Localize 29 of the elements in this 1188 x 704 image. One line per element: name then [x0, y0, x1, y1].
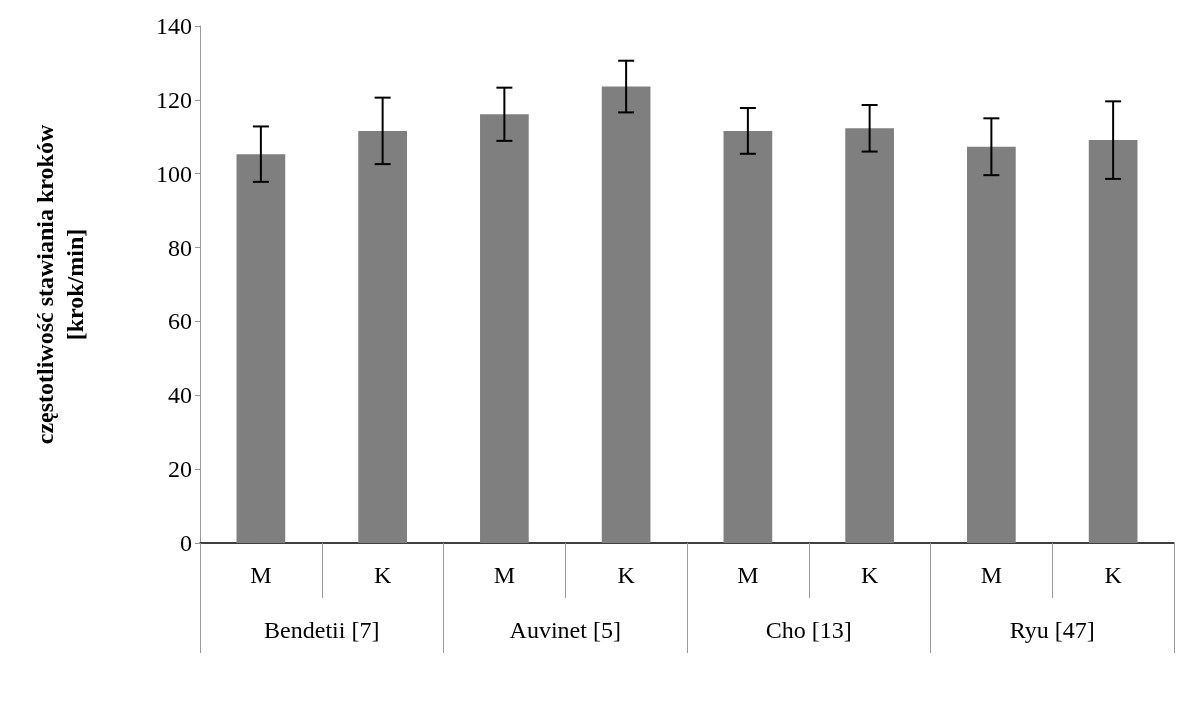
x-tick-label: K — [373, 562, 392, 588]
y-tick-label: 120 — [156, 86, 192, 113]
y-axis-title: częstotliwość stawiania kroków [krok/min] — [32, 124, 88, 445]
x-tick-label: K — [860, 562, 879, 588]
x-tick-label: M — [737, 562, 759, 588]
x-tick-label: M — [250, 562, 272, 588]
x-tick-label: K — [1104, 562, 1123, 588]
y-tick-label: 20 — [168, 456, 192, 483]
text: Auvinet [5] — [509, 617, 621, 643]
text: Ryu [47] — [1009, 617, 1095, 643]
y-tick-label: 40 — [168, 382, 192, 409]
y-tick-label: 100 — [156, 160, 192, 187]
bar — [845, 128, 894, 543]
bar — [236, 154, 286, 543]
text: Cho [13] — [765, 617, 852, 643]
y-tick-label: 60 — [168, 308, 192, 335]
bar — [723, 130, 773, 543]
bar — [480, 114, 529, 543]
y-tick-label: 80 — [168, 234, 192, 261]
bar — [967, 146, 1016, 543]
x-tick-label: K — [617, 562, 636, 588]
x-tick-label: M — [493, 562, 516, 588]
y-tick-label: 0 — [180, 530, 192, 556]
text: Bendetii [7] — [264, 617, 380, 643]
bar — [601, 86, 651, 543]
bar — [1088, 140, 1138, 543]
y-tick-label: 140 — [156, 13, 192, 39]
x-tick-label: M — [980, 562, 1003, 588]
bar — [358, 130, 407, 543]
